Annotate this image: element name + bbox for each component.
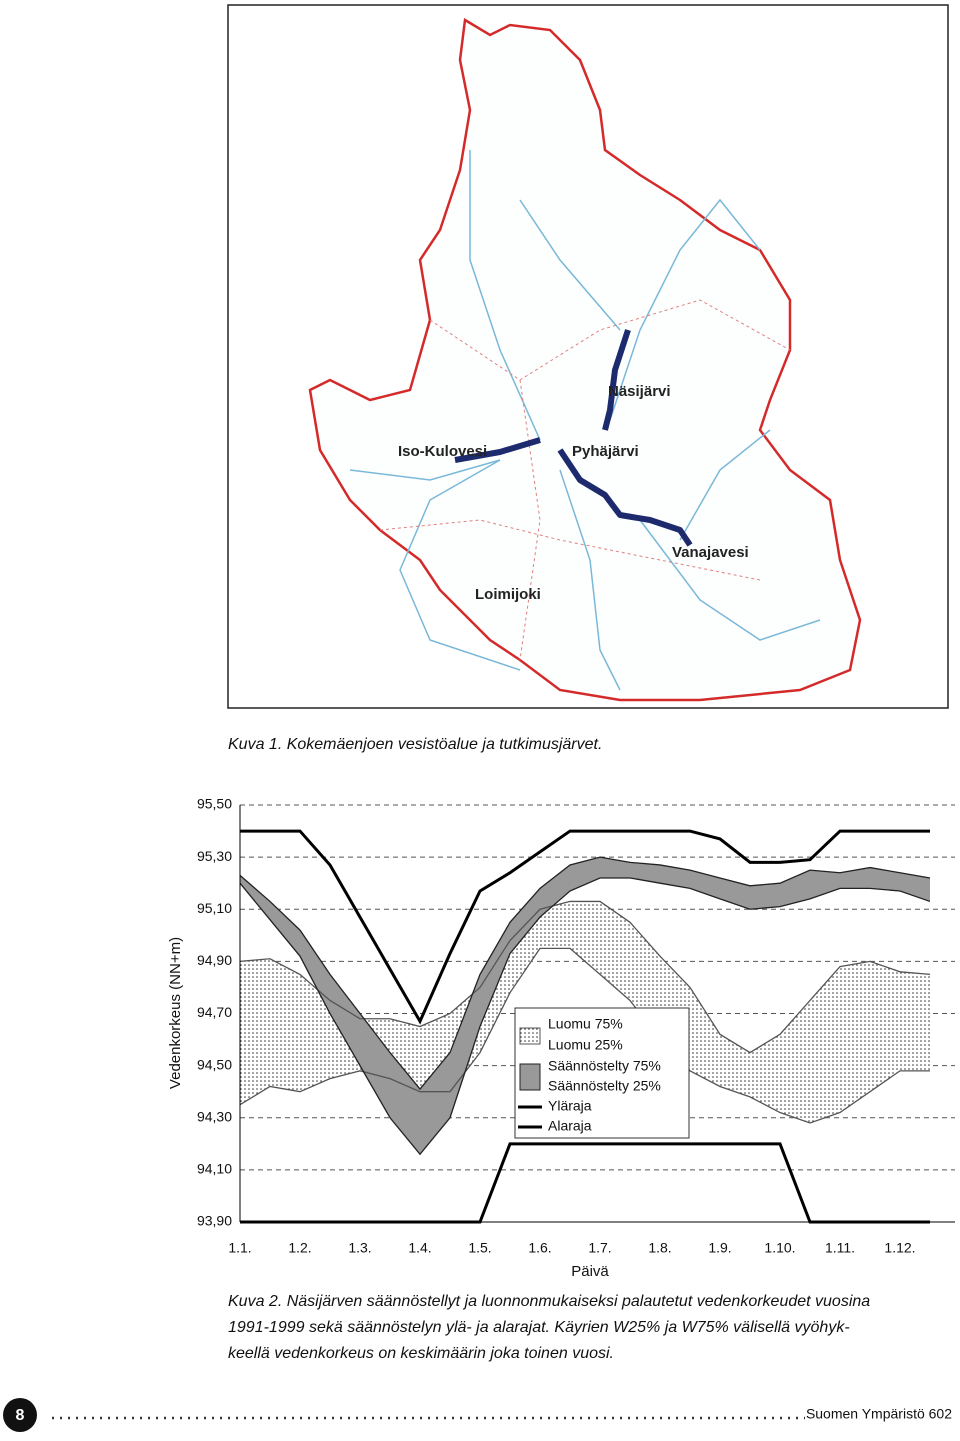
y-tick-label: 95,10 xyxy=(197,900,232,916)
band-fill xyxy=(240,901,930,1123)
figure-caption: Kuva 1. Kokemäenjoen vesistöalue ja tutk… xyxy=(228,736,602,753)
legend-swatch xyxy=(519,1027,541,1045)
x-tick-label: 1.10. xyxy=(764,1240,795,1256)
series-line xyxy=(239,856,931,1091)
page-badge xyxy=(3,1398,37,1432)
series-line xyxy=(240,829,930,1025)
x-tick-label: 1.4. xyxy=(408,1240,431,1256)
y-tick-label: 94,10 xyxy=(197,1161,232,1177)
sub-basins xyxy=(379,299,791,661)
x-tick-label: 1.5. xyxy=(468,1240,491,1256)
map: Näsijärvi Iso-Kulovesi Pyhäjärvi Vanajav… xyxy=(227,4,949,709)
x-tick-label: 1.11. xyxy=(825,1240,855,1256)
x-tick-label: 1.2. xyxy=(288,1240,311,1256)
x-axis-title: Päivä xyxy=(571,1263,609,1280)
x-tick-label: 1.9. xyxy=(708,1240,731,1256)
legend-label: Alaraja xyxy=(548,1118,592,1134)
y-tick-label: 94,50 xyxy=(197,1056,232,1072)
y-tick-label: 94,30 xyxy=(197,1108,232,1124)
rivers xyxy=(349,150,821,691)
y-tick-label: 93,90 xyxy=(197,1213,232,1229)
legend-label: Säännöstelty 25% xyxy=(548,1078,661,1094)
lake-label: Vanajavesi xyxy=(672,544,749,561)
series-line xyxy=(240,1142,930,1224)
series-line xyxy=(239,947,930,1124)
y-tick-label: 95,30 xyxy=(197,848,232,864)
y-axis-title: Vedenkorkeus (NN+m) xyxy=(167,937,184,1089)
series-line xyxy=(239,900,931,1054)
x-tick-label: 1.8. xyxy=(648,1240,671,1256)
x-tick-label: 1.7. xyxy=(588,1240,611,1256)
publication: Suomen Ympäristö 602 xyxy=(806,1406,952,1422)
x-tick-label: 1.1. xyxy=(228,1240,251,1256)
y-tick-label: 94,70 xyxy=(197,1004,232,1020)
basin-outline xyxy=(308,17,862,702)
figure-caption: Kuva 2. Näsijärven säännöstellyt ja luon… xyxy=(228,1293,870,1310)
lake-label: Pyhäjärvi xyxy=(572,443,639,460)
legend-label: Luomu 25% xyxy=(548,1037,623,1053)
x-tick-label: 1.3. xyxy=(348,1240,371,1256)
figure-caption: keellä vedenkorkeus on keskimäärin joka … xyxy=(228,1345,614,1362)
y-tick-label: 95,50 xyxy=(197,796,232,812)
legend-swatch xyxy=(519,1063,541,1091)
y-tick-label: 94,90 xyxy=(197,952,232,968)
lake-label: Näsijärvi xyxy=(608,383,671,400)
lake-label: Iso-Kulovesi xyxy=(398,443,487,460)
series-line xyxy=(239,877,931,1156)
lakes xyxy=(454,329,693,547)
x-tick-label: 1.6. xyxy=(528,1240,551,1256)
figure-caption: 1991-1999 sekä säännöstelyn ylä- ja alar… xyxy=(228,1319,850,1336)
legend-label: Säännöstelty 75% xyxy=(548,1058,661,1074)
legend-box xyxy=(514,1007,690,1139)
lake-label: Loimijoki xyxy=(475,586,541,603)
legend-label: Yläraja xyxy=(548,1098,592,1114)
page-number: 8 xyxy=(16,1407,25,1424)
x-tick-label: 1.12. xyxy=(884,1240,915,1256)
chart: Vedenkorkeus (NN+m) Päivä 93,90 94,10 94,3… xyxy=(167,796,955,1280)
legend-label: Luomu 75% xyxy=(548,1016,623,1032)
